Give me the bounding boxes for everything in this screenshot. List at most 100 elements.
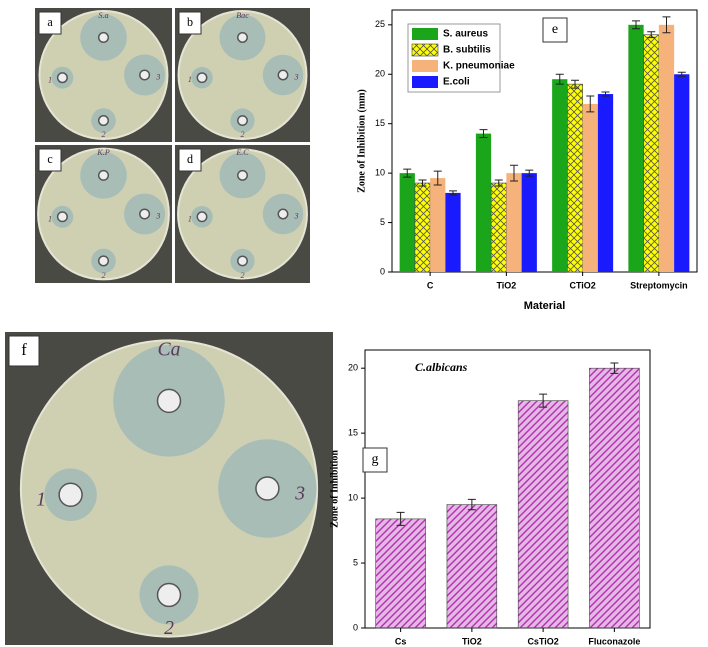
petri-dish [40,12,167,138]
error-bar [555,73,564,85]
plate-label: K.P [96,148,110,157]
x-tick-label: Fluconazole [588,636,640,646]
error-bar [571,79,579,89]
bar [628,24,644,273]
panel-label-box [38,11,62,35]
panel-label: a [47,15,53,29]
panel-label: e [552,22,558,37]
x-tick-label: TiO2 [462,636,482,646]
well [58,482,83,507]
y-tick-label: 15 [375,118,385,128]
panel-label-box [542,17,568,43]
plate-label: E.C [235,148,249,157]
bar [446,504,498,629]
bar [643,34,660,273]
bar [506,173,522,272]
x-axis-label: Material [524,300,566,312]
panel-label: c [47,152,52,166]
well [156,582,182,608]
legend-swatch [412,76,438,88]
y-tick-label: 0 [353,622,358,632]
well-number: 3 [155,73,160,82]
bar [597,94,614,272]
legend-swatch [411,43,439,57]
bar [445,192,461,272]
bar [589,367,640,629]
well-number: 2 [164,617,174,639]
well-number: 3 [293,73,298,82]
petri-dish [179,150,306,278]
well-number: 2 [240,271,244,280]
bar [399,173,415,272]
bar [375,518,426,629]
x-tick-label: Streptomycin [630,280,688,290]
well [156,388,182,414]
error-bar [662,16,671,34]
well [237,32,248,43]
well-number: 1 [188,214,192,223]
well [255,476,280,501]
panel-label-box [38,148,62,172]
x-tick-label: Cs [395,636,407,646]
bar [582,103,598,272]
bar [475,133,492,272]
bar [490,182,507,273]
error-bar [586,95,595,113]
well [196,211,208,223]
legend-swatch [412,28,438,40]
well-number: 1 [36,489,46,511]
error-bar [539,393,548,408]
bar [658,24,675,273]
panel-label: g [372,452,379,467]
well-number: 3 [293,212,298,221]
error-bar [494,179,503,187]
y-tick-label: 5 [353,557,358,567]
well [237,115,248,127]
well [56,72,68,84]
petri-dish [21,341,317,636]
legend-label: K. pneumoniae [443,61,515,72]
well-number: 1 [48,214,52,223]
bar [430,178,446,272]
well [196,72,208,84]
legend-label: E.coli [443,77,470,88]
y-tick-label: 20 [375,69,385,79]
well [277,208,289,220]
x-tick-label: TiO2 [496,280,516,290]
well-number: 3 [155,212,160,221]
well-number: 1 [48,75,52,84]
plate-label: Bac [236,11,249,20]
x-tick-label: CTiO2 [569,280,595,290]
x-tick-label: C [427,280,434,290]
y-axis-label: Zone of Inhibition (mm) [356,89,367,193]
well [139,208,151,220]
x-tick-label: CsTiO2 [527,636,558,646]
panel-label-box [8,335,40,367]
y-tick-label: 25 [375,19,385,29]
error-bar [433,170,442,186]
well [97,31,110,44]
well [237,169,248,181]
well [237,255,248,267]
chart-title: C.albicans [415,360,468,374]
y-tick-label: 20 [348,363,358,373]
y-axis-label: Zone of Inhibition [329,450,340,528]
petri-dish [179,12,306,138]
legend-label: B. subtilis [443,45,491,56]
panel-label-box [178,11,202,35]
error-bar [418,179,427,187]
y-tick-label: 15 [348,428,358,438]
error-bar [403,168,412,178]
error-bar [510,164,518,182]
panel-label: d [187,152,193,166]
plate-label: S.a [98,11,108,20]
well [139,69,151,81]
bar [414,182,431,273]
error-bar [647,31,656,39]
y-tick-label: 5 [380,217,385,227]
petri-dish [39,149,168,279]
plot-frame [391,9,698,273]
bar [552,79,568,272]
y-tick-label: 10 [375,168,385,178]
